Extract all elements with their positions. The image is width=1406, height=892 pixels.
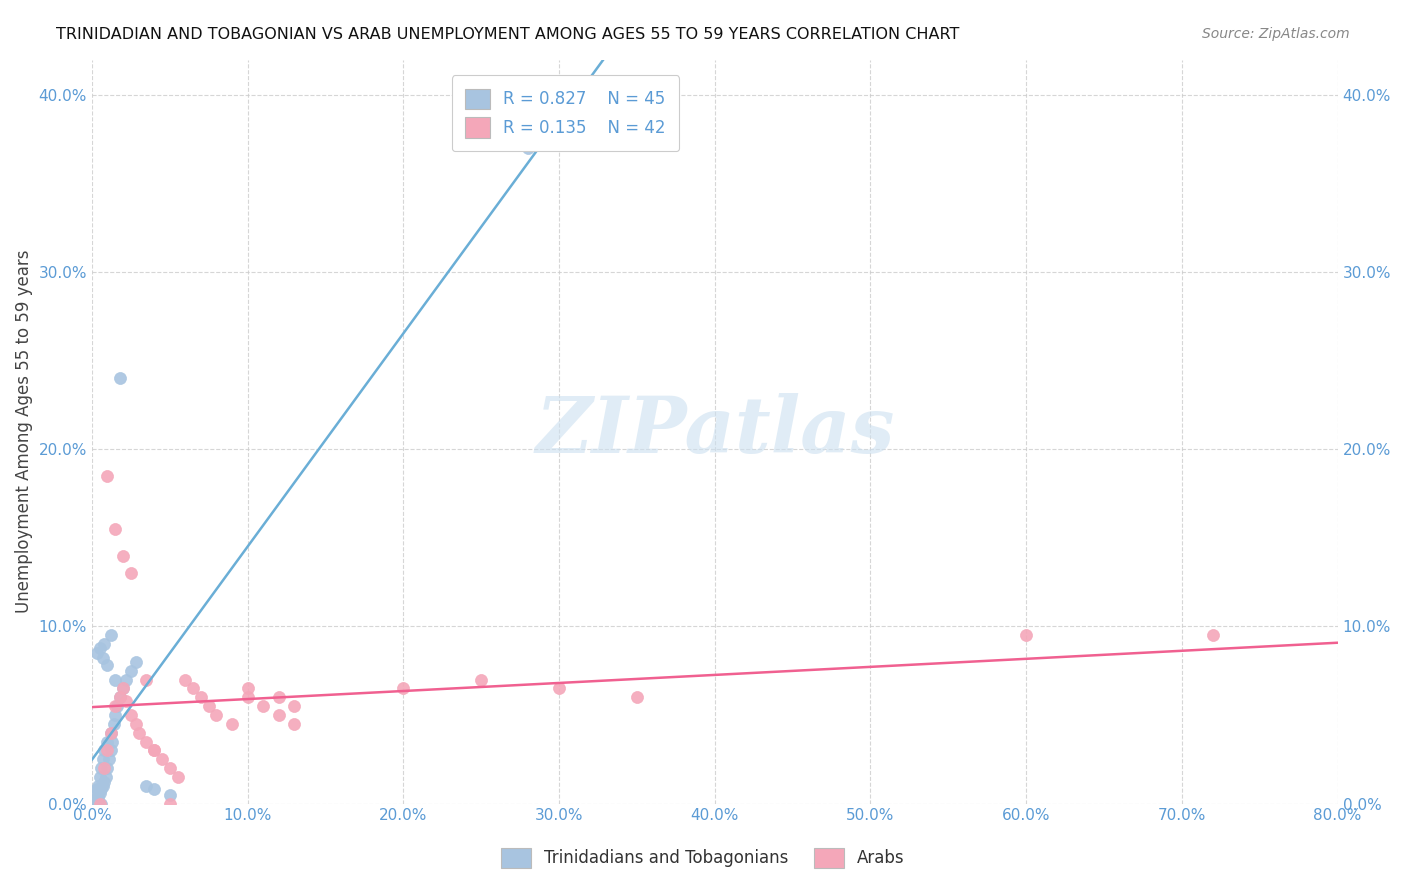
Legend: Trinidadians and Tobagonians, Arabs: Trinidadians and Tobagonians, Arabs [495, 841, 911, 875]
Point [86, 646, 108, 660]
Point [100, 743, 122, 757]
Point [115, 673, 138, 687]
Point [135, 673, 157, 687]
Point [104, 699, 127, 714]
Point [91, 651, 114, 665]
Point [96, 658, 118, 673]
Point [1202, 628, 1225, 642]
Point [87, 789, 110, 804]
Point [267, 690, 290, 705]
Point [103, 717, 125, 731]
Point [105, 699, 128, 714]
Point [1015, 628, 1038, 642]
Point [135, 779, 157, 793]
Point [159, 788, 181, 802]
Point [84, 788, 107, 802]
Point [205, 708, 228, 723]
Point [93, 761, 115, 775]
Point [86, 797, 108, 811]
Point [197, 699, 219, 714]
Point [252, 699, 274, 714]
Point [100, 725, 122, 739]
Point [82, 797, 104, 811]
Point [283, 717, 305, 731]
Point [104, 522, 127, 536]
Point [89, 797, 111, 811]
Point [93, 743, 115, 757]
Point [548, 681, 571, 696]
Point [96, 743, 118, 757]
Point [128, 725, 150, 739]
Point [143, 743, 166, 757]
Y-axis label: Unemployment Among Ages 55 to 59 years: Unemployment Among Ages 55 to 59 years [15, 250, 32, 614]
Point [120, 708, 142, 723]
Point [96, 469, 118, 483]
Point [112, 681, 135, 696]
Point [135, 734, 157, 748]
Point [108, 371, 131, 385]
Text: TRINIDADIAN AND TOBAGONIAN VS ARAB UNEMPLOYMENT AMONG AGES 55 TO 59 YEARS CORREL: TRINIDADIAN AND TOBAGONIAN VS ARAB UNEMP… [56, 27, 960, 42]
Point [100, 725, 122, 739]
Point [470, 673, 492, 687]
Text: ZIPatlas: ZIPatlas [536, 393, 894, 470]
Point [143, 743, 166, 757]
Point [84, 793, 107, 807]
Point [236, 681, 259, 696]
Point [101, 734, 124, 748]
Point [89, 770, 111, 784]
Point [100, 628, 122, 642]
Point [90, 761, 112, 775]
Point [90, 797, 112, 811]
Point [108, 690, 131, 705]
Point [98, 752, 121, 766]
Point [190, 690, 212, 705]
Point [93, 637, 115, 651]
Point [86, 782, 108, 797]
Point [87, 795, 110, 809]
Point [104, 708, 127, 723]
Point [112, 549, 135, 563]
Point [87, 779, 110, 793]
Point [124, 655, 146, 669]
Point [159, 761, 181, 775]
Legend: R = 0.827    N = 45, R = 0.135    N = 42: R = 0.827 N = 45, R = 0.135 N = 42 [451, 75, 679, 151]
Point [150, 752, 173, 766]
Point [91, 752, 114, 766]
Point [108, 690, 131, 705]
Point [221, 717, 243, 731]
Point [115, 694, 138, 708]
Text: Source: ZipAtlas.com: Source: ZipAtlas.com [1202, 27, 1350, 41]
Point [626, 690, 648, 705]
Point [86, 791, 108, 805]
Point [166, 770, 188, 784]
Point [159, 797, 181, 811]
Point [104, 673, 127, 687]
Point [96, 734, 118, 748]
Point [283, 699, 305, 714]
Point [236, 690, 259, 705]
Point [181, 681, 204, 696]
Point [89, 786, 111, 800]
Point [267, 708, 290, 723]
Point [143, 782, 166, 797]
Point [124, 717, 146, 731]
Point [90, 782, 112, 797]
Point [94, 770, 117, 784]
Point [516, 141, 538, 155]
Point [96, 761, 118, 775]
Point [174, 673, 197, 687]
Point [91, 779, 114, 793]
Point [392, 681, 415, 696]
Point [112, 681, 135, 696]
Point [120, 664, 142, 678]
Point [93, 775, 115, 789]
Point [120, 566, 142, 581]
Point [89, 640, 111, 655]
